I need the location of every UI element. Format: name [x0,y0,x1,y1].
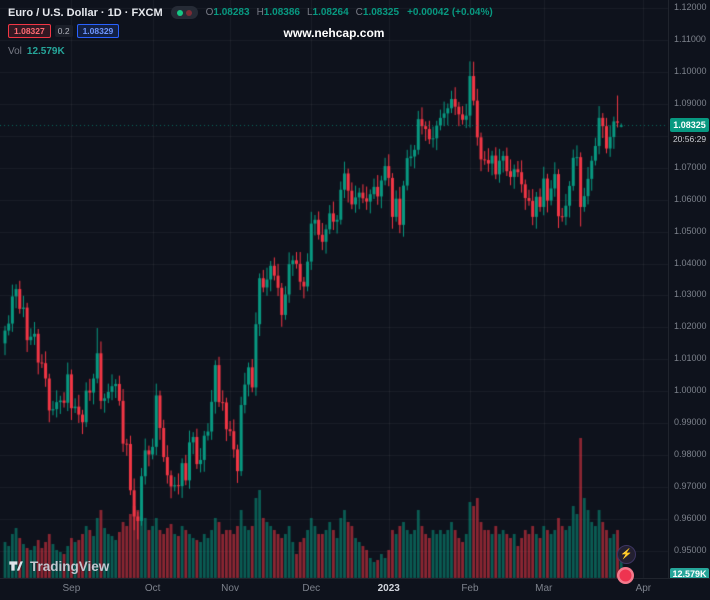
price-tick-label: 1.00000 [674,385,707,396]
red-record-button[interactable] [617,567,634,584]
price-tick-label: 1.04000 [674,257,707,268]
volume-value: 12.579K [26,46,65,57]
tradingview-logo-icon [9,561,23,571]
time-tick-label: Sep [62,583,81,594]
volume-readout: Vol 12.579K [8,46,493,57]
low-value: 1.08264 [312,7,349,18]
price-tick-label: 1.11000 [674,33,706,44]
spread-value: 0.2 [54,25,73,37]
change-readout: +0.00042 (+0.04%) [407,7,493,18]
price-tick-label: 1.02000 [674,321,707,332]
price-tick-label: 0.99000 [674,417,707,428]
bar-countdown-badge: 20:56:29 [670,133,709,146]
price-tick-label: 0.95000 [674,544,707,555]
bid-ask-widget: 1.08327 0.2 1.08329 [8,24,493,38]
last-price-badge: 1.08325 [670,118,709,133]
low-label: L [306,7,313,18]
buy-ask-button[interactable]: 1.08329 [76,24,120,38]
site-watermark: www.nehcap.com [283,26,385,40]
price-tick-label: 1.01000 [674,353,707,364]
volume-label: Vol [8,46,22,57]
symbol-title[interactable]: Euro / U.S. Dollar · 1D · FXCM [8,6,163,19]
tradingview-logo-text: TradingView [30,558,110,574]
price-tick-label: 1.06000 [674,193,707,204]
open-value: 1.08283 [213,7,250,18]
tradingview-logo[interactable]: TradingView [8,558,109,574]
volume-axis-badge: 12.579K [670,568,709,581]
price-tick-label: 1.12000 [674,2,707,12]
time-tick-label: Mar [535,583,553,594]
price-tick-label: 0.98000 [674,449,707,460]
price-tick-label: 0.96000 [674,513,707,524]
time-tick-label: Dec [302,583,321,594]
lightning-boost-button[interactable]: ⚡ [617,545,636,564]
price-tick-label: 1.09000 [674,97,707,108]
time-tick-label: Apr [635,583,652,594]
time-tick-label: Nov [221,583,239,594]
red-dot-icon [185,9,192,16]
series-toggle-pill[interactable] [170,6,198,19]
price-tick-label: 0.97000 [674,481,707,492]
price-tick-label: 1.07000 [674,161,707,172]
price-axis[interactable]: 1.08325 20:56:29 12.579K 1.12000 1.11000 1… [668,0,710,581]
ohlc-readout: O 1.08283 H 1.08386 L 1.08264 C 1.08325 [206,7,399,18]
floating-action-buttons: ⚡ [617,545,636,584]
price-tick-label: 1.10000 [674,65,707,76]
time-tick-label: Oct [144,583,161,594]
green-dot-icon [176,9,183,16]
chart-legend: Euro / U.S. Dollar · 1D · FXCM O 1.08283 … [8,6,493,57]
time-axis[interactable]: Sep Oct Nov Dec 2023 Feb Mar Apr [0,578,710,600]
price-tick-label: 1.03000 [674,289,707,300]
time-tick-label: Feb [461,583,479,594]
lightning-icon: ⚡ [620,548,633,560]
sell-bid-button[interactable]: 1.08327 [8,24,51,38]
close-label: C [355,7,363,18]
price-tick-label: 1.05000 [674,225,707,236]
high-value: 1.08386 [263,7,300,18]
open-label: O [205,7,214,18]
high-label: H [256,7,264,18]
time-tick-label: 2023 [377,583,400,594]
close-value: 1.08325 [362,7,400,18]
